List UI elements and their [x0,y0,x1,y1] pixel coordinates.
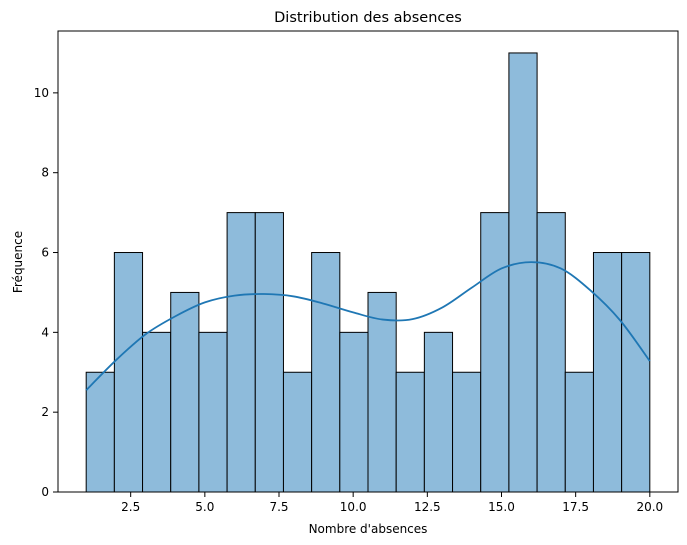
y-axis-ticks: 0 2 4 6 8 10 [34,86,58,499]
histogram-bar [395,371,425,493]
histogram-bar [282,371,313,493]
histogram-bar [367,291,397,493]
plot-frame [57,30,679,493]
histogram-bar [592,252,623,493]
x-tick-label: 10.0 [340,500,367,514]
histogram-bar [564,371,594,493]
histogram-bar [142,331,172,493]
chart-title: Distribution des absences [274,10,462,26]
x-axis-ticks: 2.5 5.0 7.5 10.0 12.5 15.0 17.5 20.0 [121,492,663,514]
histogram-bar [480,212,510,493]
y-tick-label: 2 [41,405,49,419]
y-tick-label: 8 [41,166,49,180]
y-axis-label: Fréquence [11,231,25,293]
histogram-bar [508,52,538,493]
histogram-bar [423,331,454,493]
histogram-bar [254,212,284,493]
y-tick-label: 0 [41,485,49,499]
x-tick-label: 7.5 [269,500,288,514]
histogram-bar [85,371,115,493]
kde-curve [85,261,651,391]
x-tick-label: 2.5 [121,500,140,514]
x-tick-label: 5.0 [195,500,214,514]
histogram-bar [198,331,228,493]
histogram-bar [113,252,144,493]
y-tick-label: 6 [41,246,49,260]
histogram-bar [170,291,200,493]
x-tick-label: 17.5 [562,500,589,514]
x-tick-label: 12.5 [414,500,441,514]
x-tick-label: 15.0 [488,500,515,514]
histogram-bar [311,252,341,493]
y-tick-label: 4 [41,325,49,339]
histogram-bar [536,212,566,493]
y-tick-label: 10 [34,86,49,100]
histogram-bar [621,252,651,493]
histogram-bars [85,52,651,493]
histogram-bar [339,331,369,493]
x-axis-label: Nombre d'absences [309,522,428,536]
histogram-bar [226,212,256,493]
x-tick-label: 20.0 [636,500,663,514]
histogram-bar [452,371,482,493]
